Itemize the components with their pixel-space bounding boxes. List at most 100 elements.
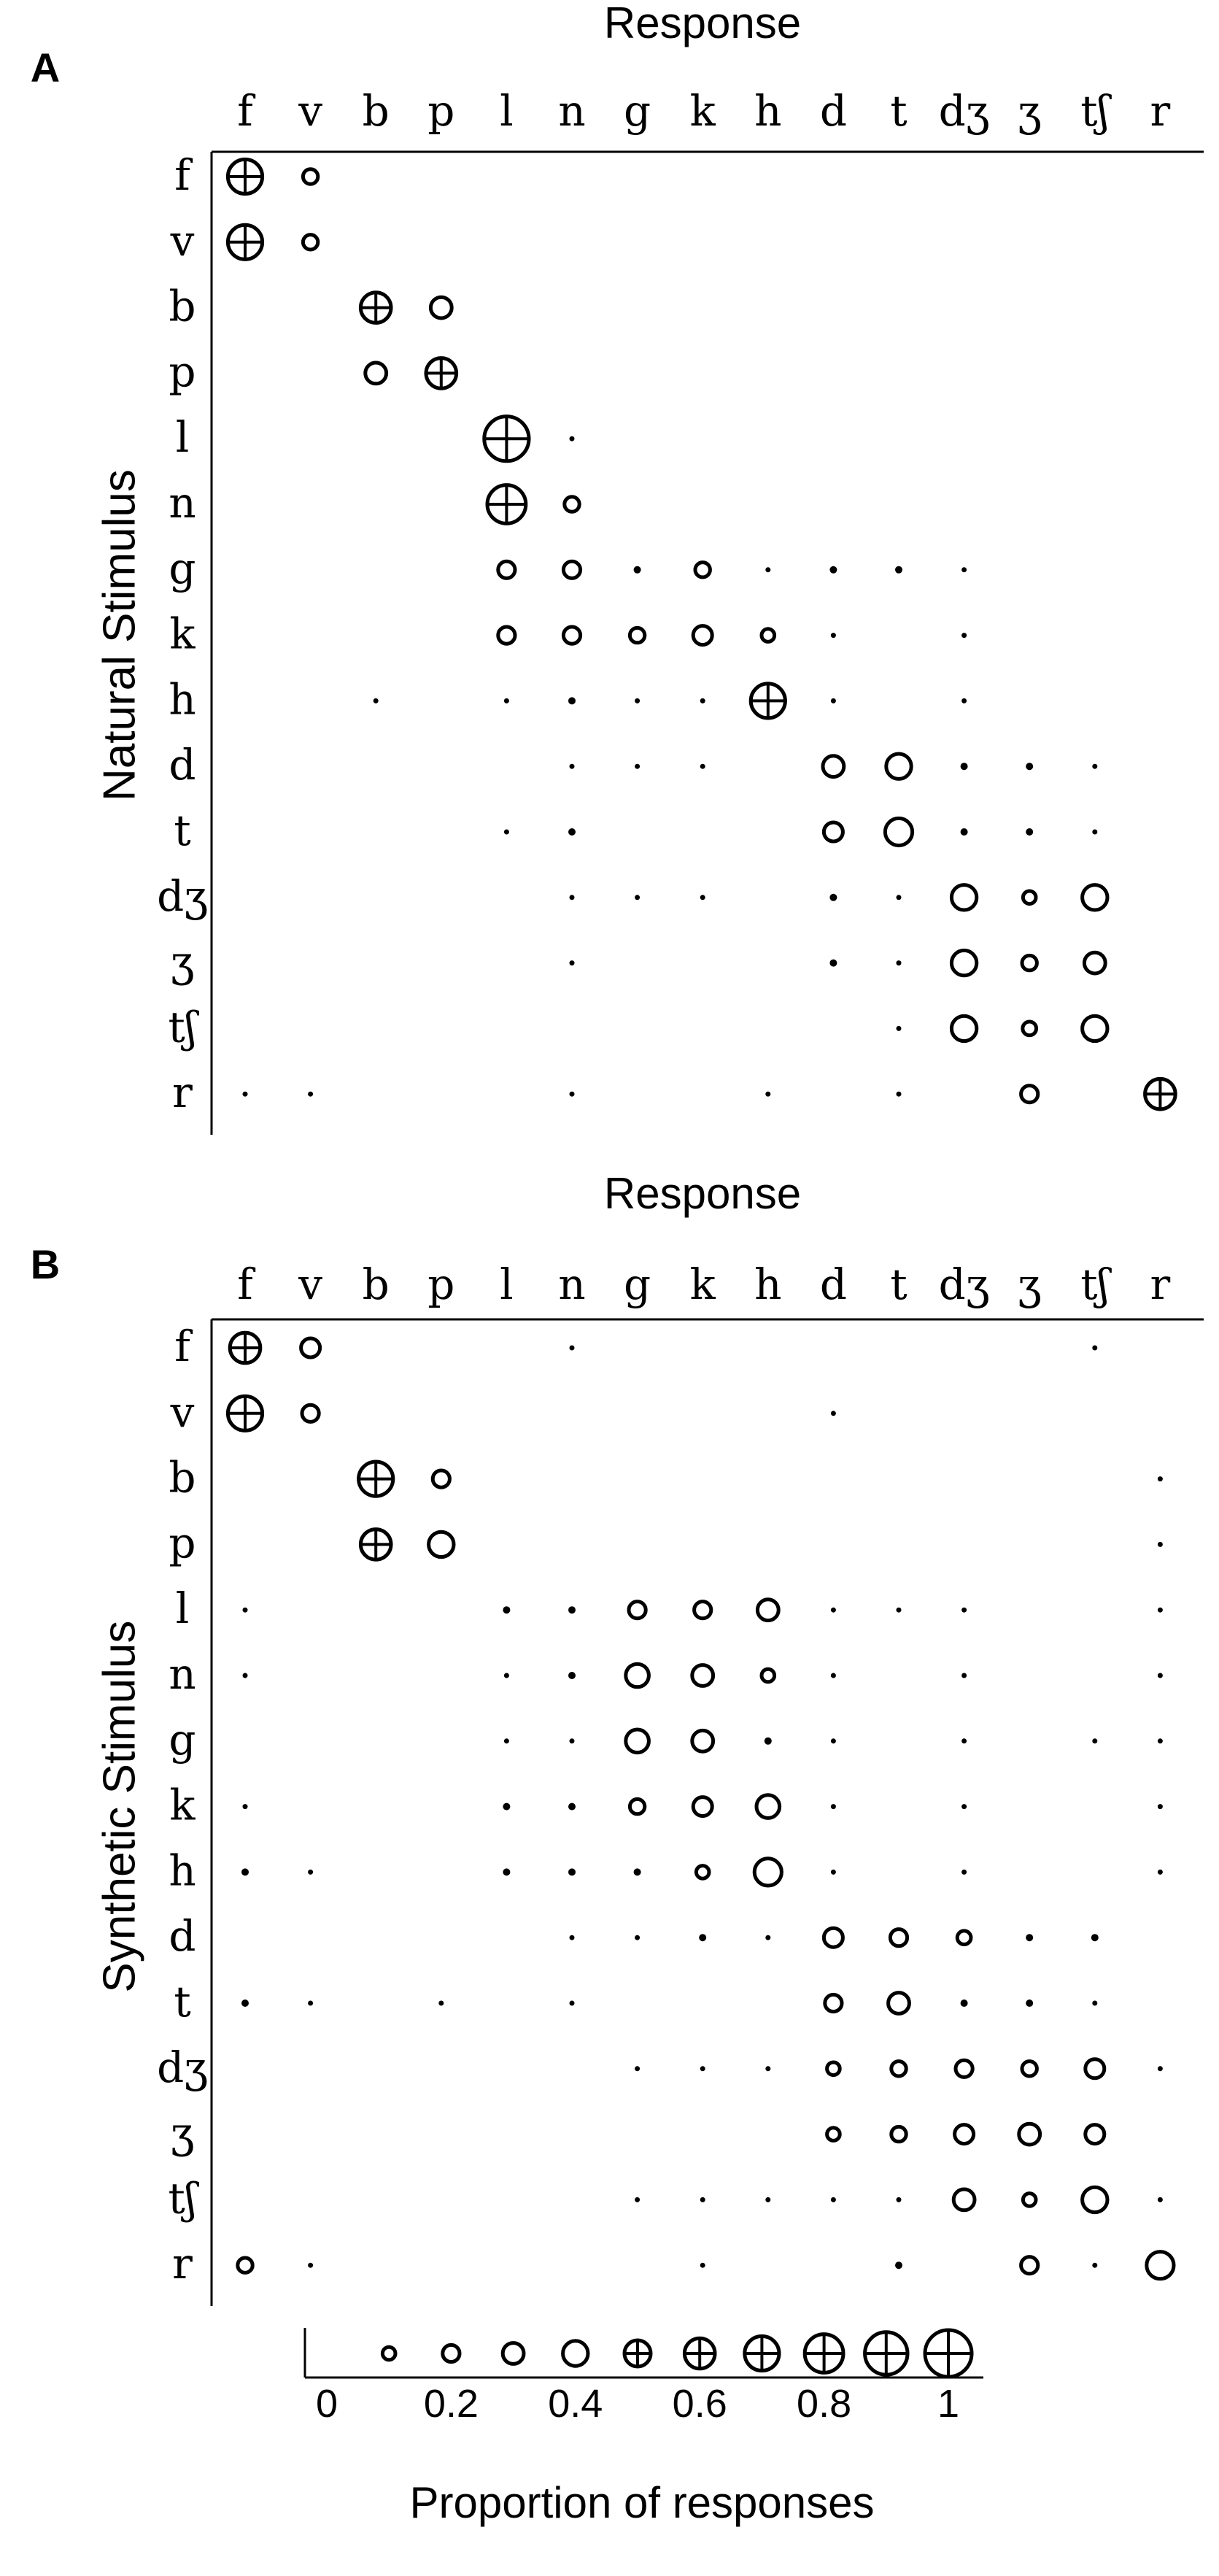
stimulus-label-2: b bbox=[169, 282, 196, 331]
cell-b-10-5-dot bbox=[569, 2000, 575, 2006]
cell-a-12-12 bbox=[1020, 953, 1039, 973]
cell-b-4-9-dot bbox=[830, 1607, 836, 1613]
cell-a-11-9-dot bbox=[829, 893, 837, 901]
cell-b-4-0 bbox=[242, 1607, 248, 1613]
cell-a-7-9 bbox=[830, 633, 836, 639]
cell-b-9-7 bbox=[699, 1934, 707, 1942]
cell-b-10-13-dot bbox=[1092, 2000, 1098, 2006]
cell-b-6-8-dot bbox=[764, 1737, 772, 1745]
cell-b-9-10 bbox=[888, 1927, 910, 1948]
cell-b-7-9 bbox=[830, 1804, 836, 1810]
cell-b-10-10-circle bbox=[886, 1991, 911, 2016]
stimulus-label-10: t bbox=[174, 806, 190, 855]
legend-symbol-0 bbox=[380, 2345, 398, 2362]
cell-a-11-5-dot bbox=[569, 895, 575, 901]
cell-a-13-12 bbox=[1021, 1019, 1039, 1038]
cell-b-8-7 bbox=[694, 1864, 711, 1881]
cell-b-4-6-circle bbox=[627, 1600, 648, 1621]
x-axis-title: Response bbox=[604, 0, 801, 47]
cell-b-7-7 bbox=[691, 1795, 714, 1819]
cell-b-14-13-dot bbox=[1092, 2262, 1098, 2268]
cell-b-13-7-dot bbox=[700, 2197, 705, 2202]
cell-b-5-0 bbox=[242, 1673, 248, 1678]
cell-a-5-5 bbox=[562, 495, 581, 514]
cell-b-7-14-dot bbox=[1157, 1804, 1163, 1810]
panel-letter-b: B bbox=[31, 1241, 60, 1287]
cell-b-12-11-circle bbox=[953, 2123, 976, 2146]
stimulus-label-13: tʃ bbox=[168, 1002, 199, 1052]
cell-a-7-8-circle bbox=[759, 627, 777, 644]
cell-a-12-5-dot bbox=[569, 960, 575, 966]
cell-b-13-7 bbox=[700, 2197, 705, 2202]
cell-b-2-14 bbox=[1157, 1476, 1163, 1482]
cell-b-9-13-dot bbox=[1091, 1934, 1099, 1942]
cell-a-14-1-dot bbox=[308, 1091, 314, 1097]
cell-b-14-0-circle bbox=[236, 2256, 255, 2275]
cell-b-9-9 bbox=[821, 1926, 845, 1949]
cell-b-1-1 bbox=[300, 1403, 321, 1424]
cell-b-5-6 bbox=[624, 1662, 651, 1689]
cell-a-13-13-circle bbox=[1080, 1014, 1110, 1044]
legend-tick-4: 0.8 bbox=[797, 2382, 851, 2426]
cell-a-12-9 bbox=[829, 959, 837, 967]
cell-b-6-8 bbox=[764, 1737, 772, 1745]
cell-a-10-4 bbox=[503, 829, 509, 835]
cell-b-9-10-circle bbox=[888, 1927, 910, 1948]
cell-a-12-10 bbox=[896, 960, 902, 966]
stimulus-label-13: tʃ bbox=[168, 2173, 199, 2223]
cell-b-13-8 bbox=[765, 2197, 771, 2202]
cell-b-10-0 bbox=[241, 2000, 249, 2007]
cell-b-5-0-dot bbox=[242, 1673, 248, 1678]
cell-b-6-4-dot bbox=[503, 1738, 509, 1744]
cell-a-2-2 bbox=[358, 290, 393, 325]
legend-symbol-5 bbox=[682, 2336, 717, 2371]
cell-a-14-0 bbox=[242, 1091, 248, 1097]
stimulus-label-12: ʒ bbox=[171, 2108, 195, 2158]
cell-b-4-8 bbox=[755, 1597, 781, 1623]
response-label-0: f bbox=[237, 86, 255, 136]
cell-a-1-1 bbox=[301, 233, 320, 252]
cell-b-4-4-dot bbox=[503, 1606, 511, 1614]
legend-symbol-0-circle bbox=[380, 2345, 398, 2362]
cell-b-8-0-dot bbox=[241, 1868, 249, 1876]
cell-b-2-3 bbox=[430, 1468, 452, 1489]
cell-b-9-8-dot bbox=[765, 1935, 771, 1940]
cell-b-11-7-dot bbox=[700, 2066, 705, 2072]
cell-a-13-13 bbox=[1080, 1014, 1110, 1044]
cell-b-10-3-dot bbox=[438, 2000, 444, 2006]
cell-b-6-14-dot bbox=[1157, 1738, 1163, 1744]
cell-a-8-6-dot bbox=[635, 698, 641, 703]
cell-a-11-7-dot bbox=[700, 895, 705, 901]
cell-a-7-7 bbox=[691, 624, 714, 647]
cell-b-8-5-dot bbox=[568, 1868, 576, 1876]
cell-a-8-4-dot bbox=[503, 698, 509, 703]
cell-b-7-8 bbox=[754, 1793, 782, 1820]
stimulus-label-6: g bbox=[169, 1715, 196, 1765]
cell-b-8-9 bbox=[830, 1869, 836, 1875]
legend-symbol-6 bbox=[743, 2334, 781, 2373]
cell-a-7-7-circle bbox=[691, 624, 714, 647]
cell-b-4-14-dot bbox=[1157, 1607, 1163, 1613]
cell-a-14-5-dot bbox=[569, 1091, 575, 1097]
cell-b-5-7 bbox=[690, 1663, 716, 1688]
cell-a-14-5 bbox=[569, 1091, 575, 1097]
legend-symbol-3-circle bbox=[561, 2339, 590, 2368]
cell-a-8-2-dot bbox=[373, 698, 379, 703]
cell-b-5-8-circle bbox=[759, 1667, 777, 1684]
cell-a-9-6-dot bbox=[635, 763, 641, 769]
cell-b-0-0 bbox=[228, 1330, 263, 1365]
cell-b-7-11 bbox=[961, 1804, 967, 1810]
cell-b-14-10 bbox=[895, 2261, 902, 2270]
cell-a-6-11-dot bbox=[961, 567, 967, 573]
cell-a-3-3 bbox=[424, 356, 459, 390]
cell-b-12-11 bbox=[953, 2123, 976, 2146]
cell-b-7-11-dot bbox=[961, 1804, 967, 1810]
cell-a-12-12-circle bbox=[1020, 953, 1039, 973]
cell-a-6-6 bbox=[633, 566, 641, 574]
cell-a-9-9 bbox=[821, 754, 846, 779]
cell-b-12-10 bbox=[889, 2124, 908, 2144]
cell-a-9-7-dot bbox=[700, 763, 705, 769]
cell-b-4-11-dot bbox=[961, 1607, 967, 1613]
cell-b-4-9 bbox=[830, 1607, 836, 1613]
